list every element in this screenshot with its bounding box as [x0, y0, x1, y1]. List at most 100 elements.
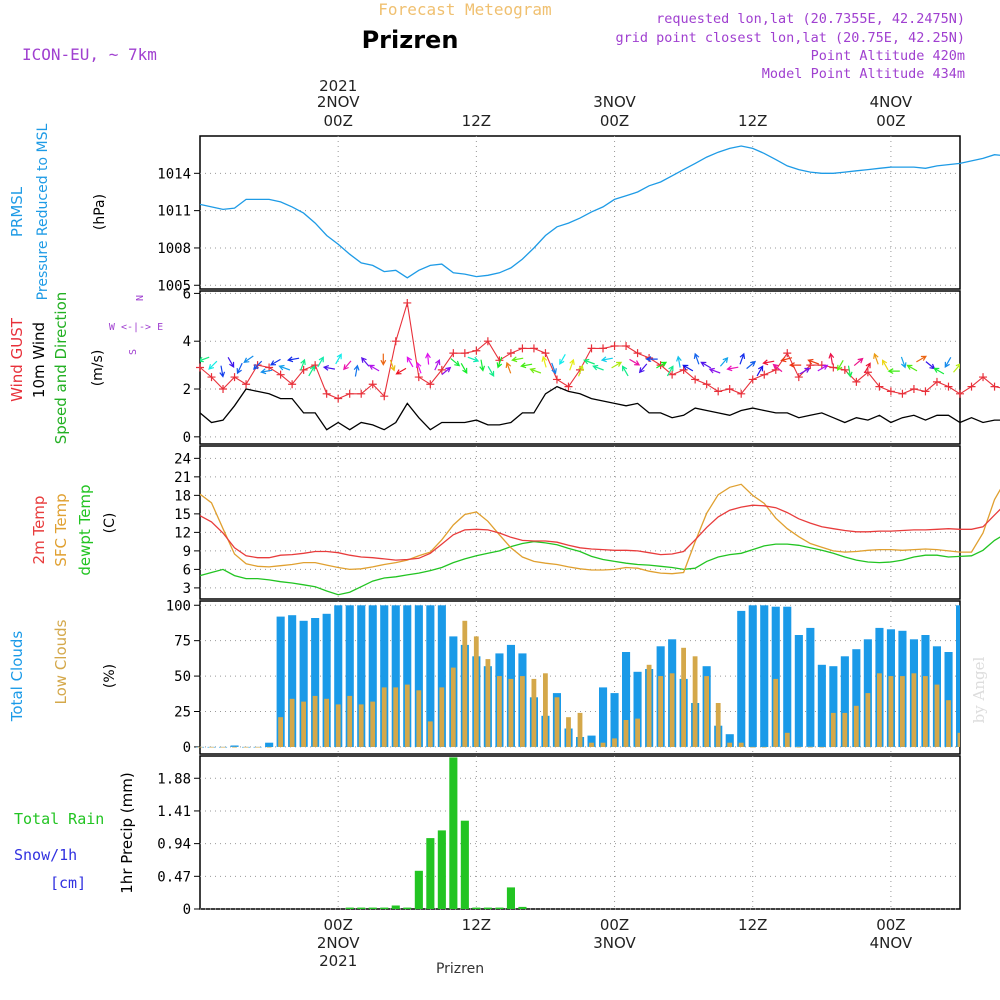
- total-cloud-bar: [437, 605, 446, 747]
- wind-direction-arrow: [807, 358, 820, 365]
- wind-direction-arrow: [395, 367, 407, 375]
- rain-bar: [357, 907, 366, 909]
- low-cloud-bar: [324, 698, 329, 747]
- low-cloud-bar: [669, 673, 675, 747]
- gust-marker: [990, 382, 999, 391]
- wind-direction-arrow: [520, 362, 533, 369]
- wind-speed-line: [199, 385, 1000, 431]
- rain-bar: [403, 907, 412, 909]
- wind-direction-arrow: [837, 360, 844, 371]
- gust-marker: [944, 382, 953, 391]
- wind-direction-arrow: [529, 367, 542, 374]
- wind-direction-arrow: [450, 358, 461, 367]
- gust-marker: [242, 380, 251, 389]
- low-cloud-bar: [923, 676, 928, 747]
- gust-marker: [403, 298, 412, 307]
- low-cloud-bar: [589, 742, 594, 747]
- rain-bar: [506, 887, 515, 909]
- pressure-line: [199, 145, 1000, 279]
- gust-marker: [714, 387, 723, 396]
- wind-direction-arrow: [260, 368, 273, 375]
- y-tick-label: 21: [174, 470, 191, 486]
- point-altitude: Point Altitude 420m: [811, 48, 965, 64]
- wind-direction-arrow: [726, 365, 739, 372]
- total-cloud-bar: [322, 613, 331, 747]
- low-cloud-bar: [381, 687, 387, 747]
- subtitle: Forecast Meteogram: [378, 0, 551, 19]
- wind-direction-arrow: [278, 364, 291, 371]
- wind-direction-arrow: [322, 365, 336, 371]
- low-cloud-bar: [266, 746, 272, 748]
- top-hour-label: 00Z: [323, 112, 352, 130]
- wind-direction-arrow: [434, 358, 441, 371]
- total-cloud-bar: [771, 606, 780, 747]
- low-cloud-bar: [600, 742, 606, 747]
- gust-marker: [230, 373, 239, 382]
- y-tick-label: 2: [183, 382, 191, 398]
- wind-panel: 0 2 4 6 Wind GUST 10m Wind Speed and Direction…: [8, 286, 1000, 446]
- bottom-year-label: 2021: [319, 952, 357, 970]
- low-cloud-bar: [393, 687, 399, 747]
- gust-marker: [622, 341, 631, 350]
- wind-direction-arrow: [467, 356, 480, 363]
- gust-marker: [460, 349, 469, 358]
- sfc-temp-line: [199, 483, 1000, 575]
- wind-direction-arrow: [656, 361, 668, 369]
- low-cloud-bar: [957, 732, 960, 747]
- y-tick-label: 4: [183, 334, 191, 350]
- wind-direction-arrow: [708, 367, 721, 374]
- low-cloud-bar: [232, 746, 237, 748]
- wind-direction-arrow: [425, 352, 431, 365]
- low-cloud-bar: [416, 690, 422, 747]
- wind-direction-arrow: [253, 360, 263, 370]
- gust-marker: [599, 344, 608, 353]
- low-cloud-bar: [784, 732, 790, 747]
- wind-direction-arrow: [611, 361, 623, 369]
- wind-direction-arrow: [799, 367, 811, 375]
- gust-marker: [380, 392, 389, 401]
- total-cloud-bar: [852, 649, 861, 747]
- compass-south: S: [128, 349, 139, 355]
- dewpoint-line: [199, 536, 1000, 596]
- low-cloud-bar: [566, 717, 571, 747]
- axis-label-ms: (m/s): [90, 350, 106, 387]
- axis-label-percent: (%): [102, 664, 118, 688]
- temp-2m-line: [199, 504, 1000, 561]
- rain-bar: [518, 906, 527, 909]
- bottom-hour-label: 12Z: [462, 916, 491, 934]
- low-cloud-bar: [497, 676, 502, 747]
- low-cloud-bar: [508, 678, 514, 747]
- axis-label-direction: Speed and Direction: [52, 292, 70, 445]
- low-cloud-bar: [934, 684, 940, 747]
- low-cloud-bar: [681, 647, 686, 747]
- gust-marker: [679, 365, 688, 374]
- total-cloud-bar: [311, 618, 320, 747]
- low-cloud-bar: [209, 746, 214, 748]
- gust-marker: [840, 365, 849, 374]
- y-tick-label: 18: [174, 488, 191, 504]
- axis-label-sfc: SFC Temp: [52, 493, 70, 566]
- wind-direction-arrow: [621, 365, 629, 377]
- y-tick-label: 0: [183, 740, 191, 756]
- low-cloud-bar: [347, 695, 353, 747]
- wind-direction-arrow: [286, 356, 300, 363]
- low-cloud-bar: [796, 746, 802, 748]
- low-cloud-bar: [635, 718, 640, 747]
- gust-marker: [391, 337, 400, 346]
- low-cloud-bar: [646, 664, 652, 747]
- rain-bar: [437, 830, 446, 909]
- gust-marker: [276, 370, 285, 379]
- gust-marker: [334, 394, 343, 403]
- pressure-panel: 1005 1008 1011 1014 PRMSL Pressure Reduced to…: [8, 123, 1000, 300]
- wind-direction-arrow: [200, 356, 210, 363]
- low-cloud-bar: [473, 636, 479, 747]
- gust-marker: [610, 341, 619, 350]
- wind-direction-arrow: [368, 364, 380, 372]
- low-cloud-bar: [289, 698, 295, 747]
- axis-label-dewpt: dewpt Temp: [76, 484, 94, 575]
- gust-marker: [529, 344, 538, 353]
- wind-direction-arrow: [269, 358, 281, 366]
- axis-label-hpa: (hPa): [92, 194, 108, 230]
- total-cloud-bar: [806, 627, 815, 747]
